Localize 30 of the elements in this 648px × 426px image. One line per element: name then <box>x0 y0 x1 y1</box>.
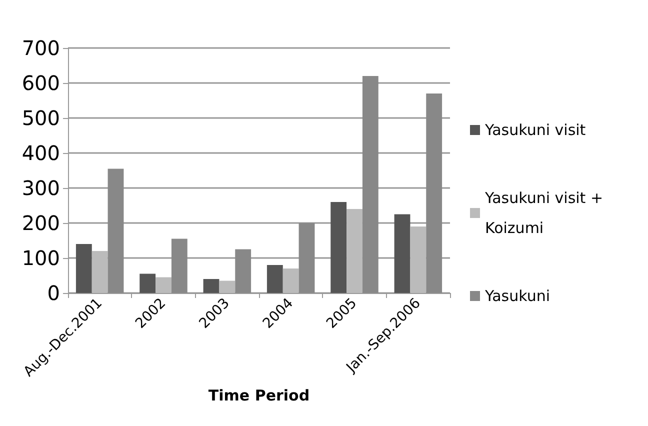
bar <box>108 168 124 293</box>
y-tick-label: 700 <box>22 36 60 60</box>
bar <box>394 214 410 293</box>
x-axis-title: Time Period <box>208 386 310 404</box>
y-tick-label: 100 <box>22 246 60 270</box>
y-tick-label: 200 <box>22 211 60 235</box>
y-tick-label: 300 <box>22 176 60 200</box>
y-tick-label: 600 <box>22 71 60 95</box>
legend-label: Yasukuni <box>484 287 550 305</box>
bar <box>235 249 252 293</box>
legend-label: Yasukuni visit <box>484 121 586 139</box>
bar <box>203 279 220 293</box>
bar <box>219 280 236 293</box>
bar <box>92 251 108 293</box>
legend-label: Yasukuni visit + Koizumi <box>484 189 608 237</box>
bar <box>298 223 315 293</box>
bar <box>346 209 362 293</box>
bar <box>330 202 347 293</box>
bar <box>282 268 299 293</box>
bar <box>362 76 378 293</box>
bar <box>76 244 92 293</box>
y-tick-label: 0 <box>47 281 60 305</box>
bar <box>266 265 283 293</box>
bar <box>410 226 426 293</box>
bar <box>171 238 188 293</box>
bar <box>426 94 442 293</box>
bar <box>140 274 156 293</box>
bar <box>156 277 172 293</box>
y-tick-label: 500 <box>22 106 60 130</box>
y-tick-label: 400 <box>22 141 60 165</box>
